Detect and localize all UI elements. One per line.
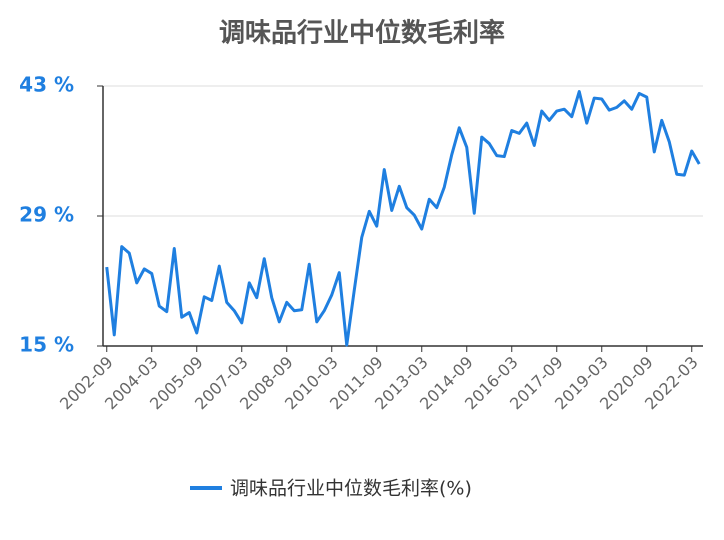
y-tick-label: 15 % — [19, 333, 74, 357]
y-tick-label: 29 % — [19, 203, 74, 227]
chart-title: 调味品行业中位数毛利率 — [219, 18, 505, 49]
data-line — [105, 90, 701, 347]
y-tick-label: 43 % — [19, 73, 74, 97]
legend-label: 调味品行业中位数毛利率(%) — [230, 478, 472, 500]
